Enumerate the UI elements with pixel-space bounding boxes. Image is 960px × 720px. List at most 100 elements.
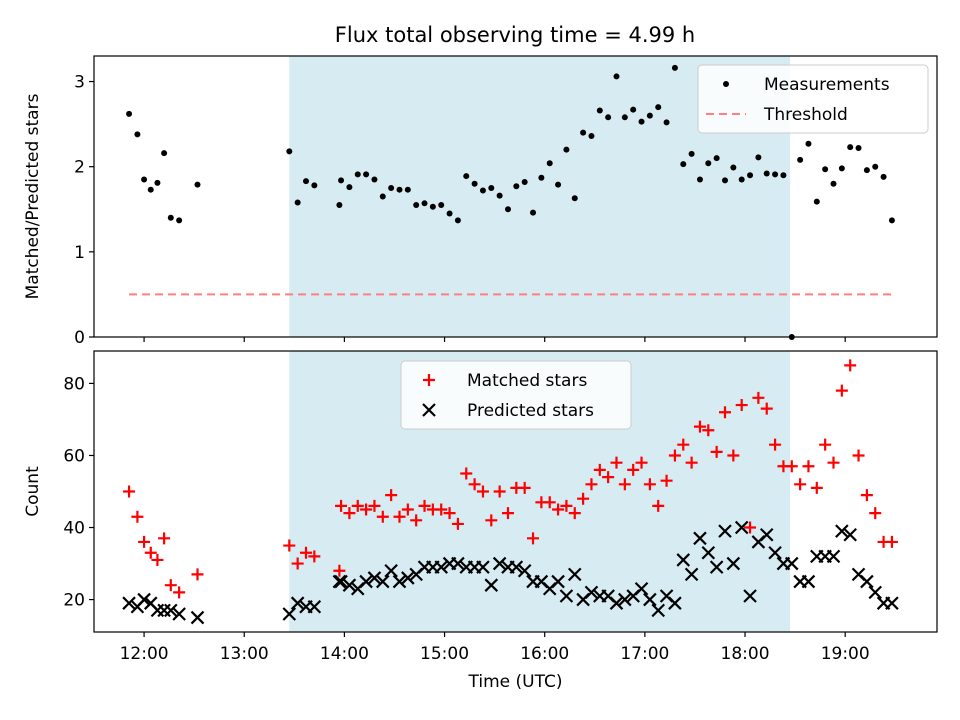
matched-star-point (191, 568, 204, 581)
measurement-point (772, 171, 779, 178)
matched-star-point (368, 499, 381, 512)
measurement-point (429, 203, 436, 210)
top-ylabel: Matched/Predicted stars (23, 93, 43, 299)
matched-star-point (527, 532, 540, 545)
matched-star-point (852, 449, 865, 462)
predicted-star-point (693, 531, 707, 546)
matched-star-point (518, 481, 531, 494)
measurement-point (571, 195, 578, 202)
predicted-star-point (190, 610, 205, 625)
matched-star-point (460, 467, 473, 480)
measurement-point (555, 181, 562, 188)
predicted-star-point (868, 585, 883, 600)
matched-star-point (468, 478, 481, 491)
top-ytick-label: 0 (74, 328, 85, 348)
matched-star-point (151, 553, 164, 566)
matched-star-point (827, 456, 840, 469)
measurement-point (713, 155, 720, 162)
measurement-point (646, 112, 653, 119)
matched-star-point (410, 514, 423, 527)
matched-star-point (660, 474, 673, 487)
measurement-point (463, 173, 470, 180)
matched-star-point (552, 503, 565, 516)
measurement-point (780, 172, 787, 179)
legend-label: Matched stars (467, 371, 587, 391)
bottom-panel: 20 40 60 80 12:00 13:00 14:00 15:00 16:00 17:00 18… (23, 350, 938, 692)
matched-star-point (810, 481, 823, 494)
measurement-point (388, 184, 395, 191)
matched-star-point (785, 460, 798, 473)
matched-star-point (668, 449, 681, 462)
matched-star-point (144, 546, 157, 559)
measurement-point (396, 186, 403, 193)
top-ytick-label: 2 (74, 158, 85, 178)
matched-star-point (727, 449, 740, 462)
predicted-star-point (290, 596, 305, 610)
predicted-star-point (609, 596, 624, 610)
measurement-point (638, 118, 645, 125)
measurement-point (167, 214, 174, 221)
measurement-point (580, 129, 587, 136)
measurement-point (371, 176, 378, 183)
top-axes-frame (93, 55, 938, 338)
bottom-xtick-label: 12:00 (120, 644, 169, 664)
matched-star-point (123, 485, 136, 498)
measurement-point (413, 202, 420, 209)
matched-star-point (158, 532, 171, 545)
predicted-star-point (359, 574, 373, 589)
matched-star-point (308, 550, 321, 563)
predicted-star-point (676, 553, 691, 567)
predicted-star-point (860, 574, 874, 589)
matched-star-point (652, 499, 665, 512)
bottom-ylabel: Count (23, 466, 43, 517)
measurement-point (822, 166, 829, 173)
matched-star-point (385, 489, 398, 502)
bottom-xtick-label: 18:00 (721, 644, 770, 664)
measurement-point (721, 177, 728, 184)
matched-star-point (819, 438, 832, 451)
bottom-ytick-label: 80 (63, 374, 85, 394)
predicted-star-point (843, 527, 857, 542)
matched-star-point (493, 485, 506, 498)
measurement-point (847, 144, 854, 151)
measurement-point (294, 199, 301, 206)
measurement-point (588, 133, 595, 140)
predicted-star-point (743, 589, 757, 603)
chart-title: Flux total observing time = 4.99 h (335, 23, 695, 47)
measurement-point (438, 202, 445, 209)
predicted-star-point (164, 603, 178, 618)
measurement-point (496, 192, 503, 199)
matched-star-point (710, 445, 723, 458)
measurement-point (663, 119, 670, 126)
legend-label: Predicted stars (467, 401, 594, 421)
predicted-star-point (835, 524, 849, 538)
legend-box (400, 360, 632, 430)
measurement-point (404, 186, 411, 193)
measurement-point (863, 167, 870, 174)
predicted-star-point (334, 574, 348, 589)
measurement-point (730, 164, 737, 171)
predicted-star-point (759, 527, 774, 542)
matched-star-point (568, 507, 581, 520)
measurement-point (805, 140, 812, 147)
matched-star-point (351, 499, 364, 512)
measurement-point (488, 184, 495, 191)
matched-star-point (476, 485, 489, 498)
measurement-point (194, 181, 201, 188)
measurement-point (872, 163, 879, 170)
predicted-star-point (801, 574, 816, 589)
top-ytick-label: 1 (74, 243, 85, 263)
measurement-point (530, 209, 537, 216)
measurement-point (521, 179, 528, 186)
matched-star-point (685, 456, 698, 469)
predicted-star-point (734, 520, 749, 535)
matched-star-point (360, 503, 373, 516)
matched-star-point (835, 384, 848, 397)
matched-star-point (585, 478, 598, 491)
predicted-star-point (709, 560, 724, 574)
measurement-point (696, 176, 703, 183)
measurement-point (747, 172, 754, 179)
measurement-point (830, 180, 837, 187)
bottom-xtick-label: 14:00 (320, 644, 369, 664)
